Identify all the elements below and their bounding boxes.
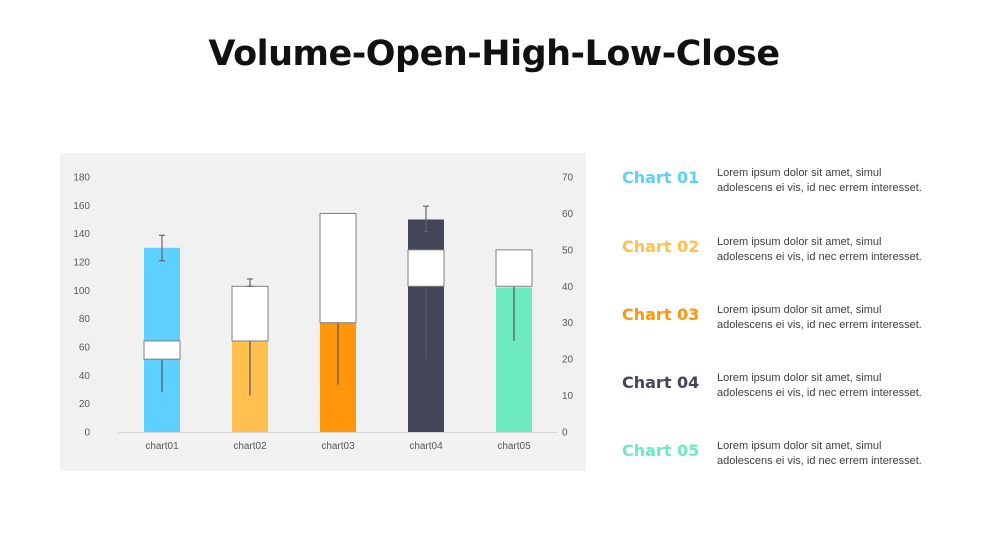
open-close-box-chart01: [143, 340, 181, 360]
y-right-tick-label: 10: [562, 391, 574, 402]
description-line: adolescens ei vis, id nec errem interess…: [717, 319, 922, 331]
open-close-box-chart05: [495, 249, 533, 287]
y-left-tick-label: 80: [79, 314, 91, 325]
legend-item-description: Lorem ipsum dolor sit amet, simul adolesc…: [717, 303, 957, 333]
open-close-box-chart04: [407, 249, 445, 287]
description-line: Lorem ipsum dolor sit amet, simul: [717, 236, 882, 248]
legend-item-title: Chart 01: [622, 168, 700, 187]
y-right-tick-label: 60: [562, 209, 574, 220]
y-right-tick-label: 70: [562, 173, 574, 184]
y-left-tick-label: 120: [73, 258, 90, 269]
y-right-tick-label: 20: [562, 355, 574, 366]
y-left-tick-label: 0: [84, 428, 90, 439]
x-category-label: chart03: [321, 441, 355, 452]
y-left-tick-label: 40: [79, 371, 91, 382]
y-right-tick-label: 30: [562, 318, 574, 329]
legend-item-description: Lorem ipsum dolor sit amet, simul adolesc…: [717, 166, 957, 196]
description-line: Lorem ipsum dolor sit amet, simul: [717, 440, 882, 452]
legend-item-title: Chart 03: [622, 305, 700, 324]
description-line: adolescens ei vis, id nec errem interess…: [717, 387, 922, 399]
legend-item-title: Chart 05: [622, 441, 700, 460]
y-right-tick-label: 50: [562, 245, 574, 256]
legend-item-description: Lorem ipsum dolor sit amet, simul adolesc…: [717, 371, 957, 401]
y-left-tick-label: 140: [73, 229, 90, 240]
legend-item-chart-02: Chart 02 Lorem ipsum dolor sit amet, simu…: [622, 235, 962, 275]
y-right-tick-label: 0: [562, 428, 568, 439]
description-line: Lorem ipsum dolor sit amet, simul: [717, 304, 882, 316]
legend-item-title: Chart 02: [622, 237, 700, 256]
legend-item-chart-03: Chart 03 Lorem ipsum dolor sit amet, simu…: [622, 303, 962, 343]
legend-item-chart-01: Chart 01 Lorem ipsum dolor sit amet, simu…: [622, 166, 962, 206]
open-close-box-chart03: [319, 212, 357, 324]
volume-bar-chart01: [144, 247, 180, 432]
open-close-box-chart02: [231, 285, 269, 342]
x-category-label: chart04: [409, 441, 443, 452]
y-left-tick-label: 180: [73, 173, 90, 184]
description-line: Lorem ipsum dolor sit amet, simul: [717, 372, 882, 384]
page-title: Volume-Open-High-Low-Close: [208, 34, 780, 74]
x-category-label: chart01: [145, 441, 179, 452]
x-category-label: chart02: [233, 441, 267, 452]
legend-item-chart-05: Chart 05 Lorem ipsum dolor sit amet, simu…: [622, 439, 962, 479]
y-left-tick-label: 20: [79, 399, 91, 410]
legend-item-title: Chart 04: [622, 373, 700, 392]
description-line: adolescens ei vis, id nec errem interess…: [717, 182, 922, 194]
legend-item-description: Lorem ipsum dolor sit amet, simul adolesc…: [717, 235, 957, 265]
description-line: adolescens ei vis, id nec errem interess…: [717, 251, 922, 263]
y-left-tick-label: 60: [79, 343, 91, 354]
legend-item-description: Lorem ipsum dolor sit amet, simul adolesc…: [717, 439, 957, 469]
x-category-label: chart05: [497, 441, 531, 452]
y-left-tick-label: 100: [73, 286, 90, 297]
y-right-tick-label: 40: [562, 282, 574, 293]
vohlc-chart: 0 20 40 60 80 100 120 140 160 180 0 10 20 30 40 50 60 70 c…: [73, 173, 574, 453]
chart-panel: 0 20 40 60 80 100 120 140 160 180 0 10 20 30 40 50 60 70 c…: [60, 153, 586, 471]
description-line: Lorem ipsum dolor sit amet, simul: [717, 167, 882, 179]
legend-item-chart-04: Chart 04 Lorem ipsum dolor sit amet, simu…: [622, 371, 962, 411]
description-line: adolescens ei vis, id nec errem interess…: [717, 455, 922, 467]
y-left-tick-label: 160: [73, 201, 90, 212]
